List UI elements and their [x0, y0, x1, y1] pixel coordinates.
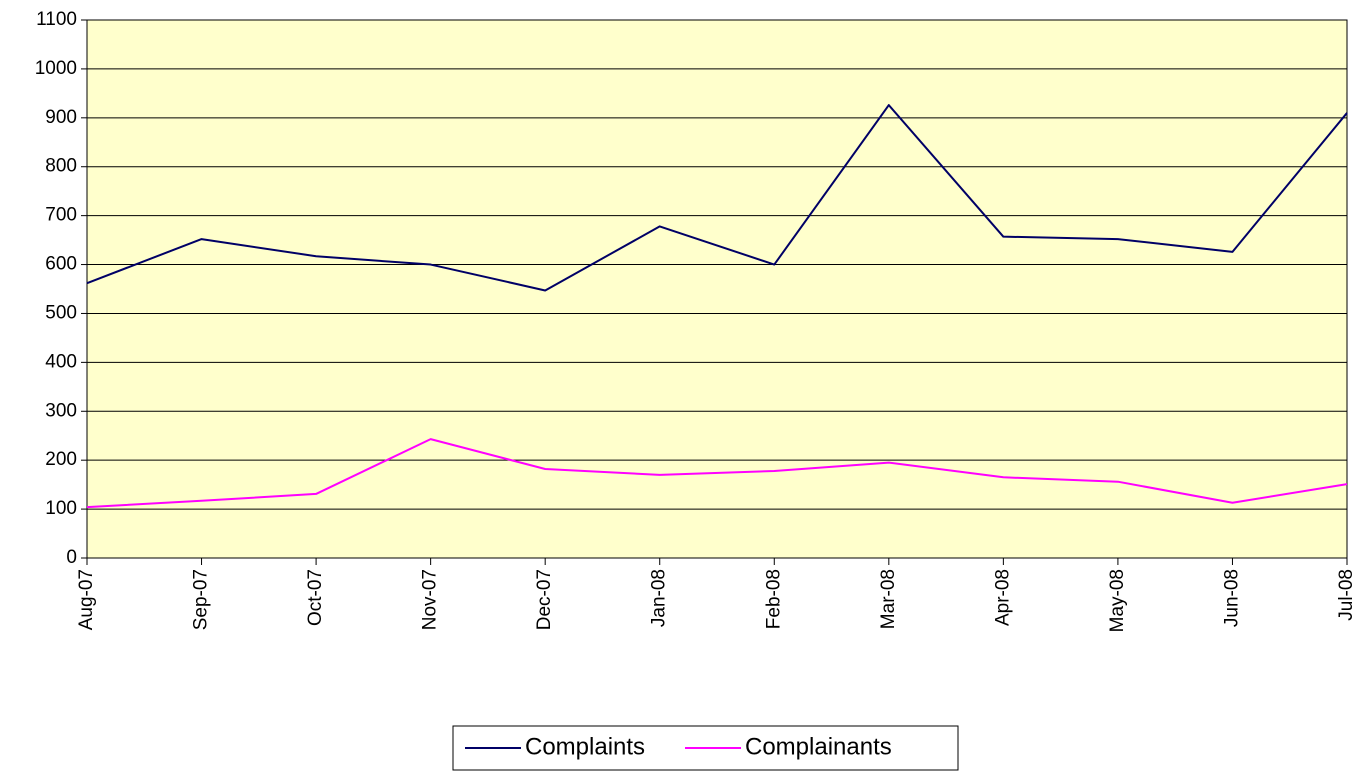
x-tick-label: Jun-08 [1221, 569, 1242, 627]
y-tick-label: 0 [66, 547, 77, 568]
y-tick-label: 500 [45, 302, 77, 323]
x-tick-label: Mar-08 [878, 569, 899, 629]
x-axis: Aug-07 Sep-07 Oct-07 Nov-07 Dec-07 Jan-08 Feb-… [76, 558, 1357, 632]
series-line-complainants [86, 438, 1348, 509]
y-axis: 0 100 200 300 400 500 600 700 800 900 1000 1100 [35, 9, 87, 568]
y-tick-label: 300 [45, 400, 77, 421]
y-tick-label: 400 [45, 351, 77, 372]
x-tick-label: Oct-07 [305, 569, 326, 626]
grid-lines [87, 68, 1347, 510]
legend: Complaints Complainants [452, 725, 959, 771]
y-tick-label: 1100 [36, 9, 77, 30]
y-tick-label: 700 [45, 205, 77, 226]
series-lines [86, 104, 1348, 509]
y-tick-label: 200 [45, 449, 77, 470]
y-tick-label: 800 [45, 156, 77, 177]
x-tick-label: Sep-07 [191, 569, 212, 630]
y-tick-label: 900 [45, 107, 77, 128]
x-tick-label: Dec-07 [534, 569, 555, 630]
legend-label: Complaints [525, 733, 645, 760]
y-tick-label: 600 [45, 254, 77, 275]
x-tick-label: Apr-08 [992, 569, 1013, 626]
x-tick-label: Nov-07 [420, 569, 441, 630]
x-tick-label: Jan-08 [649, 569, 670, 627]
y-tick-label: 100 [45, 498, 77, 519]
x-tick-label: Aug-07 [76, 569, 97, 630]
series-line-complaints [86, 104, 1348, 292]
legend-label: Complainants [745, 733, 892, 760]
x-tick-label: Feb-08 [763, 569, 784, 629]
plot-area [86, 19, 1348, 559]
y-tick-label: 1000 [35, 58, 77, 79]
x-tick-label: Jul-08 [1336, 569, 1357, 621]
x-tick-label: May-08 [1107, 569, 1128, 632]
